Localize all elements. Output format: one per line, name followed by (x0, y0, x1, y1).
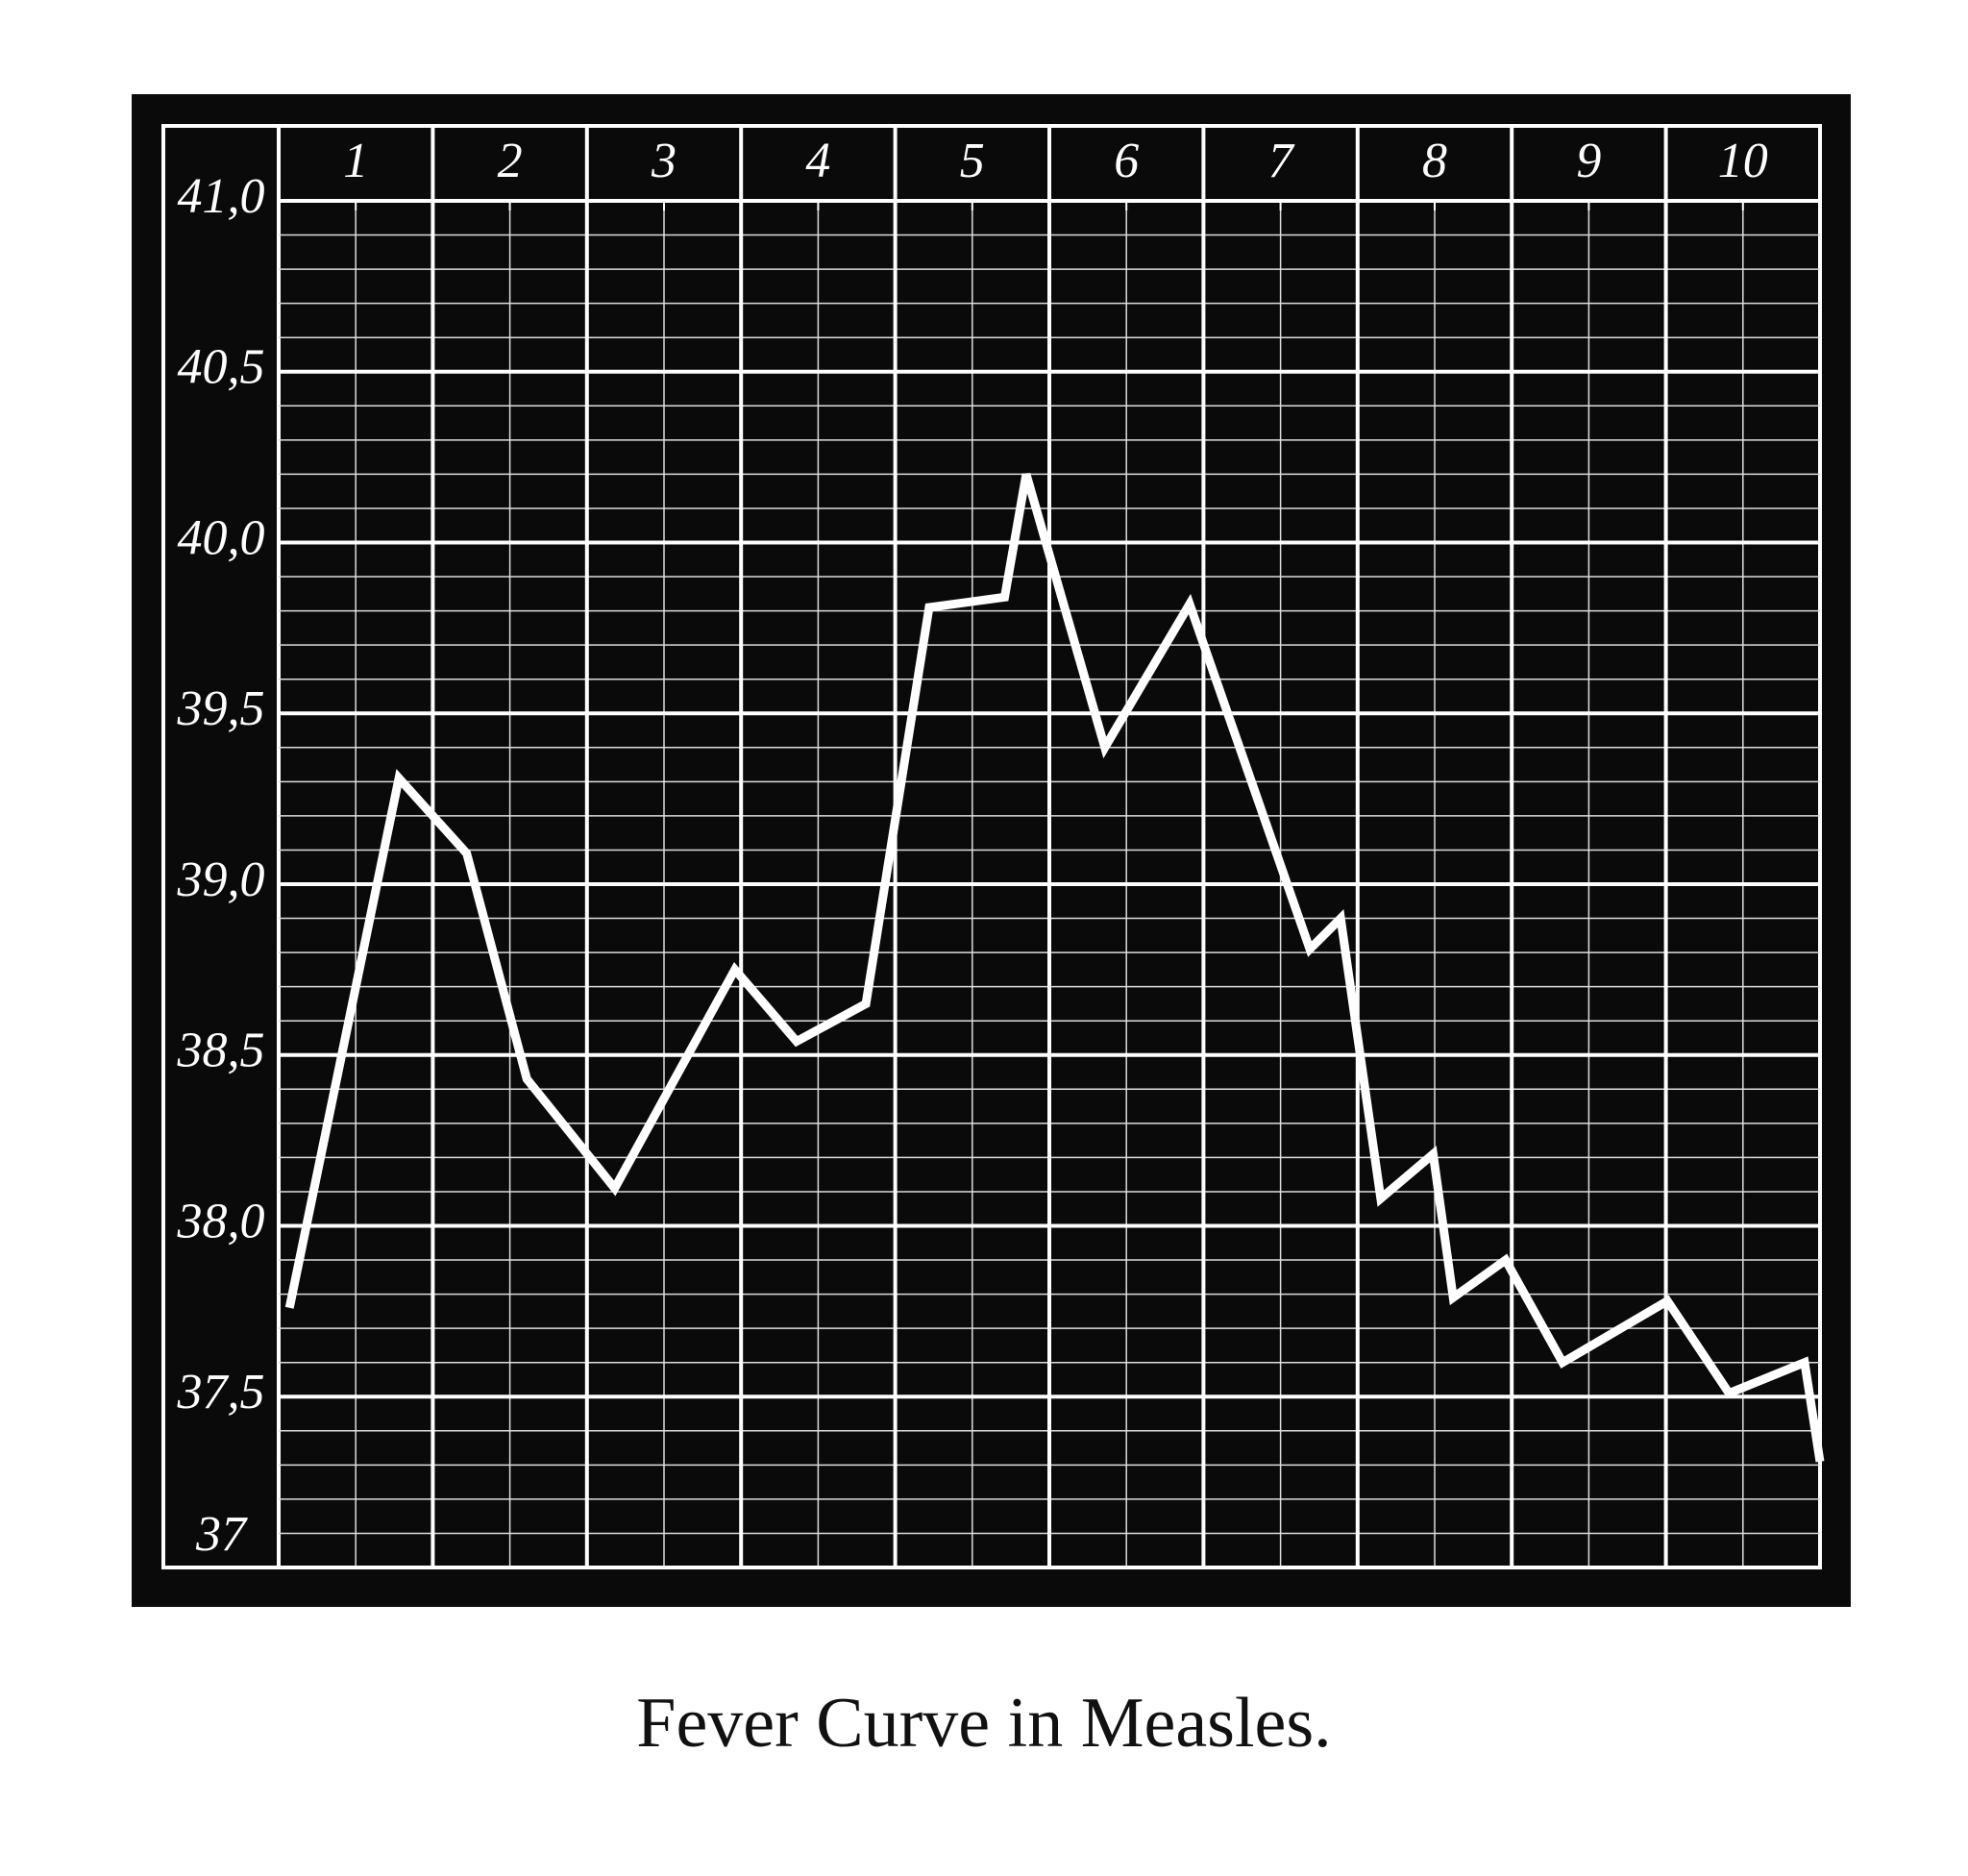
y-tick-label: 39,0 (177, 852, 265, 907)
x-tick-label: 7 (1268, 134, 1295, 188)
y-tick-label: 40,0 (178, 510, 265, 565)
x-tick-label: 10 (1718, 134, 1768, 188)
x-tick-label: 9 (1576, 134, 1601, 188)
x-tick-label: 4 (805, 134, 830, 188)
y-tick-label: 37 (195, 1507, 248, 1562)
y-tick-label: 40,5 (178, 340, 265, 395)
y-tick-label: 39,5 (177, 681, 265, 736)
y-tick-label: 38,5 (177, 1024, 265, 1078)
x-tick-label: 8 (1422, 134, 1447, 188)
x-tick-label: 3 (651, 134, 676, 188)
x-tick-label: 2 (498, 134, 523, 188)
y-tick-label: 37,5 (177, 1365, 265, 1419)
x-tick-label: 6 (1114, 134, 1139, 188)
y-tick-label: 38,0 (177, 1194, 265, 1248)
chart-title: Fever Curve in Measles. (636, 1684, 1331, 1763)
y-tick-label: 41,0 (178, 169, 265, 224)
fever-line (284, 473, 1825, 1463)
x-tick-label: 1 (343, 134, 368, 188)
x-tick-label: 5 (960, 134, 985, 188)
